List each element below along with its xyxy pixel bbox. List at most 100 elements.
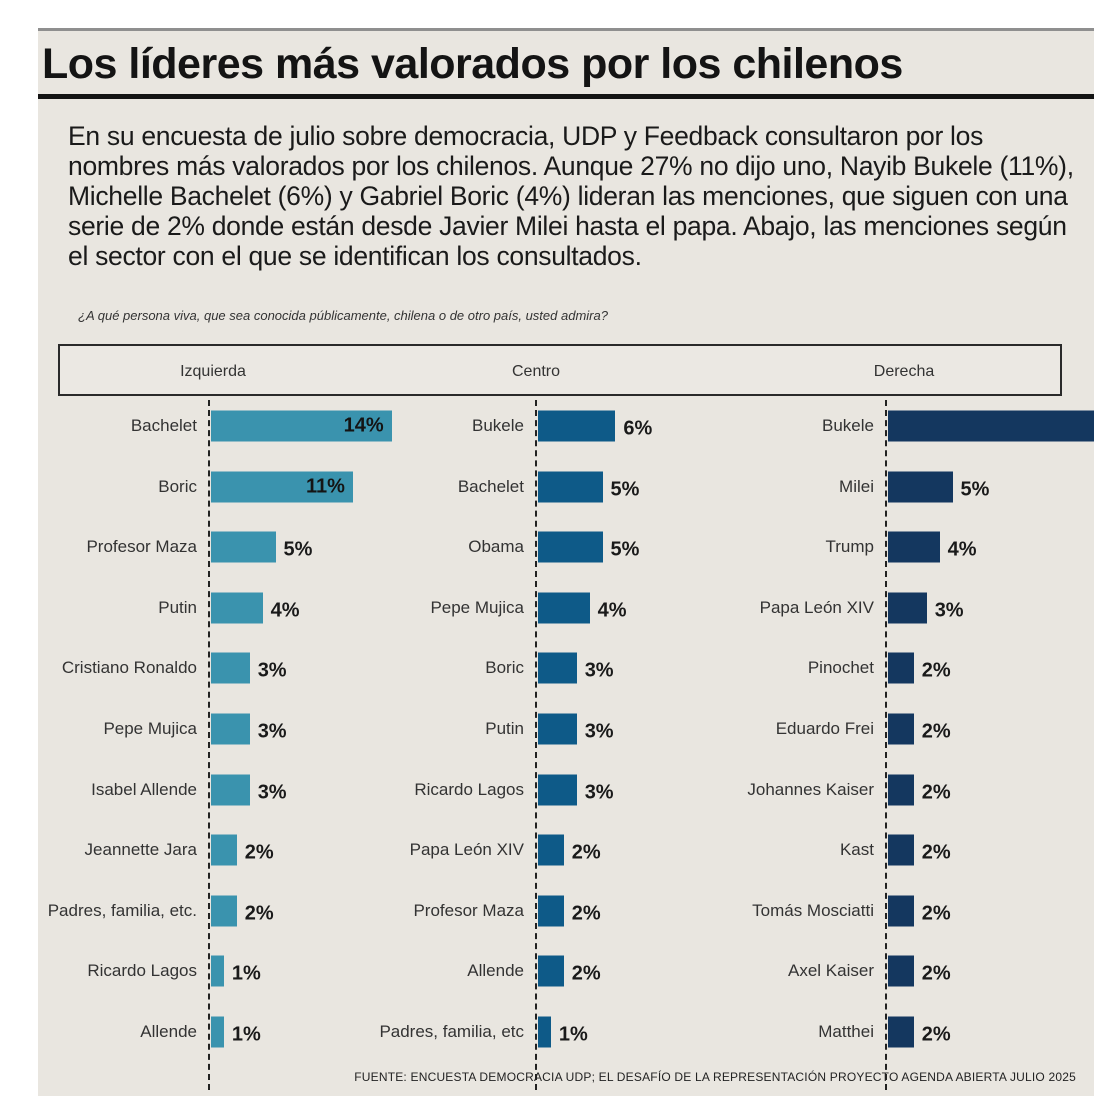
bar-centro <box>538 834 564 866</box>
category-label-izquierda: Ricardo Lagos <box>87 961 197 981</box>
value-label-derecha: 5% <box>960 478 990 501</box>
category-label-derecha: Trump <box>825 537 875 557</box>
sector-header-derecha: Derecha <box>873 363 935 380</box>
category-label-derecha: Axel Kaiser <box>788 961 874 981</box>
sector-header-centro: Centro <box>511 363 561 380</box>
value-label-centro: 4% <box>597 599 627 622</box>
bar-centro <box>538 774 577 806</box>
category-label-centro: Ricardo Lagos <box>414 779 524 799</box>
axis-izquierda <box>208 400 210 1090</box>
value-label-izquierda: 5% <box>283 538 313 561</box>
value-label-derecha: 2% <box>921 841 951 864</box>
bar-derecha <box>888 471 953 503</box>
category-label-centro: Boric <box>485 658 524 678</box>
bar-derecha <box>888 955 914 987</box>
category-label-centro: Obama <box>468 537 524 557</box>
value-label-izquierda: 14% <box>343 414 384 437</box>
category-label-centro: Padres, familia, etc <box>379 1022 524 1041</box>
axis-derecha <box>885 400 887 1090</box>
value-label-centro: 3% <box>584 781 614 804</box>
bar-izquierda <box>211 834 237 866</box>
value-label-centro: 1% <box>558 1023 588 1046</box>
category-label-centro: Putin <box>485 719 524 738</box>
value-label-derecha: 2% <box>921 659 951 682</box>
category-label-izquierda: Boric <box>158 476 197 496</box>
category-label-centro: Pepe Mujica <box>430 597 524 617</box>
bar-izquierda <box>211 531 276 563</box>
category-label-izquierda: Putin <box>158 597 197 617</box>
value-label-izquierda: 2% <box>244 902 274 925</box>
category-label-derecha: Bukele <box>822 416 874 435</box>
value-label-derecha: 2% <box>921 962 951 985</box>
bar-derecha <box>888 592 927 624</box>
bar-derecha <box>888 774 914 806</box>
title-rule <box>38 94 1094 99</box>
bar-izquierda <box>211 774 250 806</box>
category-label-derecha: Eduardo Frei <box>775 719 874 738</box>
category-label-derecha: Kast <box>839 840 874 860</box>
axis-centro <box>535 400 537 1090</box>
bar-centro <box>538 955 564 987</box>
value-label-izquierda: 3% <box>257 781 287 804</box>
value-label-izquierda: 11% <box>305 475 345 498</box>
value-label-izquierda: 3% <box>257 720 287 743</box>
value-label-derecha: 2% <box>921 902 951 925</box>
page-title: Los líderes más valorados por los chilen… <box>42 40 903 88</box>
value-label-derecha: 2% <box>921 781 951 804</box>
value-label-centro: 3% <box>584 720 614 743</box>
bar-centro <box>538 1016 551 1048</box>
value-label-derecha: 2% <box>921 720 951 743</box>
category-label-centro: Allende <box>467 961 524 981</box>
bar-izquierda <box>211 471 353 503</box>
bar-derecha <box>888 652 914 684</box>
value-label-izquierda: 1% <box>231 962 261 985</box>
bar-izquierda <box>211 895 237 927</box>
category-label-izquierda: Bachelet <box>130 416 197 435</box>
bar-derecha <box>888 1016 914 1048</box>
bar-izquierda <box>211 592 263 624</box>
bar-derecha <box>888 410 1094 442</box>
bar-izquierda <box>211 652 250 684</box>
bar-centro <box>538 531 603 563</box>
category-label-izquierda: Isabel Allende <box>91 779 197 799</box>
bar-izquierda <box>211 713 250 745</box>
category-label-derecha: Johannes Kaiser <box>747 779 874 799</box>
value-label-centro: 5% <box>610 478 640 501</box>
value-label-derecha: 3% <box>934 599 964 622</box>
source-note: FUENTE: ENCUESTA DEMOCRACIA UDP; EL DESA… <box>354 1070 1076 1084</box>
category-label-izquierda: Padres, familia, etc. <box>47 900 197 920</box>
category-label-derecha: Tomás Mosciatti <box>752 900 874 920</box>
bar-derecha <box>888 895 914 927</box>
value-label-centro: 3% <box>584 659 614 682</box>
value-label-centro: 2% <box>571 962 601 985</box>
value-label-centro: 2% <box>571 902 601 925</box>
value-label-centro: 6% <box>623 417 653 440</box>
bar-centro <box>538 895 564 927</box>
bar-derecha <box>888 834 914 866</box>
category-label-izquierda: Jeannette Jara <box>84 840 197 860</box>
survey-question: ¿A qué persona viva, que sea conocida pú… <box>78 308 608 323</box>
bar-derecha <box>888 713 914 745</box>
bar-derecha <box>888 531 940 563</box>
value-label-izquierda: 2% <box>244 841 274 864</box>
bar-centro <box>538 410 616 442</box>
bar-centro <box>538 592 590 624</box>
value-label-centro: 2% <box>571 841 601 864</box>
value-label-derecha: 2% <box>921 1023 951 1046</box>
category-label-izquierda: Profesor Maza <box>86 537 197 557</box>
value-label-izquierda: 4% <box>270 599 300 622</box>
top-rule <box>38 28 1094 31</box>
category-label-derecha: Pinochet <box>807 658 874 678</box>
bar-centro <box>538 713 577 745</box>
value-label-izquierda: 3% <box>257 659 287 682</box>
bar-izquierda <box>211 955 224 987</box>
category-label-izquierda: Cristiano Ronaldo <box>61 658 197 678</box>
infographic: Los líderes más valorados por los chilen… <box>38 28 1094 1096</box>
category-label-izquierda: Allende <box>140 1022 197 1041</box>
category-label-centro: Bukele <box>472 416 524 435</box>
category-label-derecha: Matthei <box>818 1022 874 1041</box>
bar-centro <box>538 471 603 503</box>
category-label-izquierda: Pepe Mujica <box>103 719 197 738</box>
category-label-centro: Profesor Maza <box>413 900 524 920</box>
bar-centro <box>538 652 577 684</box>
